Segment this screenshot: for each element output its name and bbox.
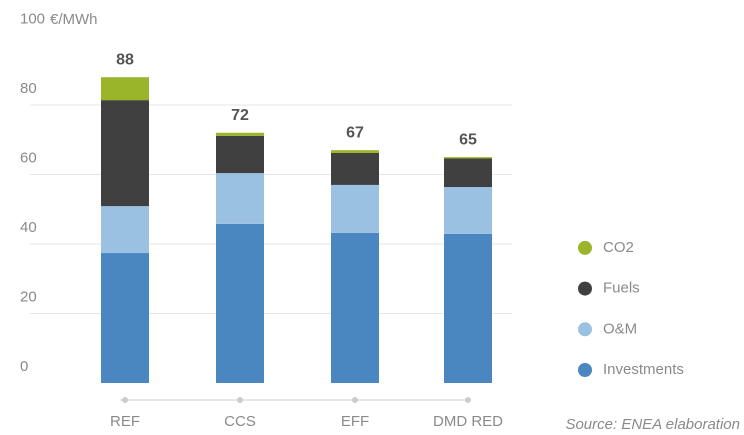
legend-label: O&M [603, 320, 637, 337]
bar-segment [331, 150, 379, 153]
x-tick-label: DMD RED [433, 413, 503, 430]
legend-swatch [578, 281, 592, 296]
legend-label: Investments [603, 361, 684, 378]
bar-segment [331, 232, 379, 383]
y-unit: €/MWh [50, 11, 98, 28]
bar-segment [444, 158, 492, 188]
bar-segment [101, 253, 149, 383]
x-tick-label: EFF [341, 413, 369, 430]
total-label: 72 [231, 107, 249, 124]
bar-segment [216, 135, 264, 174]
bar-segment [101, 100, 149, 207]
legend-swatch [578, 322, 592, 337]
y-tick-label: 80 [20, 80, 37, 97]
legend-swatch [578, 363, 592, 377]
bar-segment [331, 152, 379, 185]
x-tick-label: REF [110, 413, 140, 430]
bar-segment [444, 187, 492, 234]
x-tick-label: CCS [224, 413, 256, 430]
bar-segment [101, 77, 149, 101]
bar-segment [444, 157, 492, 159]
y-tick-label: 40 [20, 219, 37, 236]
total-label: 67 [346, 124, 364, 141]
x-tick-dot [465, 397, 471, 403]
y-tick-label: 0 [20, 358, 28, 375]
legend-label: Fuels [603, 280, 640, 297]
bar-segment [331, 184, 379, 233]
y-tick-label: 100 [20, 10, 45, 27]
bar-segment [216, 173, 264, 224]
y-tick-label: 20 [20, 288, 37, 305]
total-label: 88 [116, 51, 134, 68]
x-tick-dot [352, 397, 358, 403]
bar-segment [444, 233, 492, 383]
bar-segment [216, 223, 264, 383]
legend-label: CO2 [603, 239, 634, 256]
x-tick-dot [122, 397, 128, 403]
x-tick-dot [237, 397, 243, 403]
bar-segment [216, 132, 264, 136]
total-label: 65 [459, 131, 477, 148]
legend-swatch [578, 240, 592, 255]
source: Source: ENEA elaboration [565, 416, 740, 433]
bar-segment [101, 206, 149, 254]
y-tick-label: 60 [20, 149, 37, 166]
